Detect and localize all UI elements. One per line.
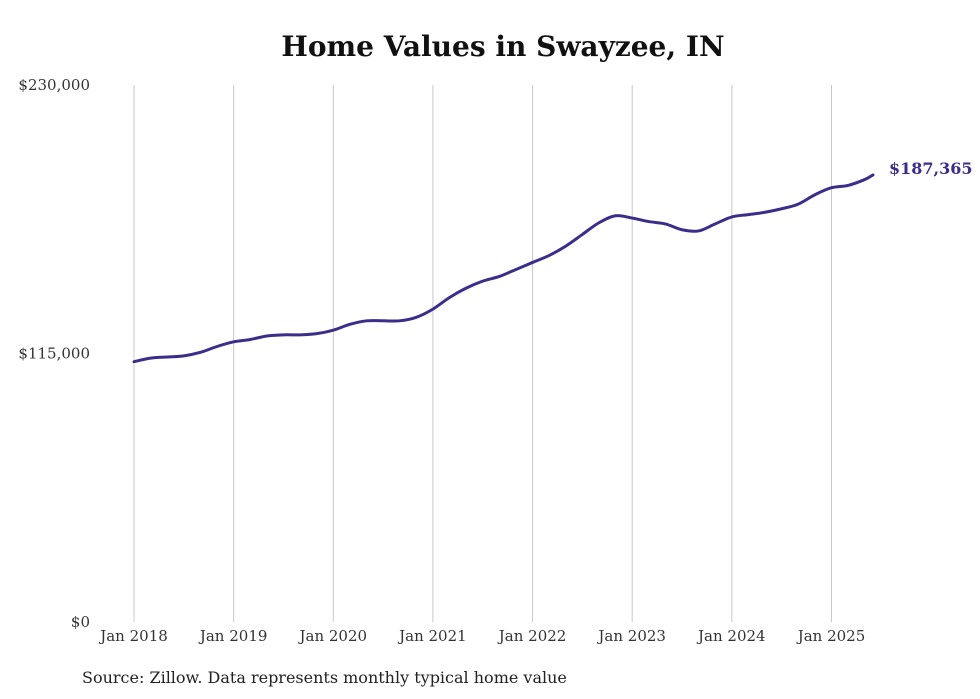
x-tick-label: Jan 2020 — [297, 627, 367, 645]
y-tick-label: $0 — [71, 613, 90, 631]
series-line-0 — [132, 173, 875, 364]
end-value-label: $187,365 — [889, 159, 973, 178]
y-tick-label: $230,000 — [18, 76, 90, 94]
chart-plot: $0$115,000$230,000 Jan 2018 Jan 2019 Jan 2… — [18, 76, 973, 645]
source-note: Source: Zillow. Data represents monthly … — [82, 668, 567, 687]
series-layer — [132, 173, 875, 364]
x-axis-ticks: Jan 2018 Jan 2019 Jan 2020 Jan 2021 Jan 2022… — [98, 627, 865, 645]
y-axis-ticks: $0 $115,000 $230,000 — [18, 76, 90, 631]
chart-title: Home Values in Swayzee, IN — [281, 30, 725, 63]
x-tick-label: Jan 2025 — [796, 627, 866, 645]
x-tick-label: Jan 2019 — [198, 627, 268, 645]
grid-lines — [133, 85, 832, 622]
end-value-layer: $187,365 — [889, 159, 973, 178]
x-tick-label: Jan 2021 — [397, 627, 467, 645]
x-tick-label: Jan 2024 — [696, 627, 766, 645]
x-tick-label: Jan 2022 — [497, 627, 567, 645]
y-tick-label: $115,000 — [18, 345, 90, 363]
x-tick-label: Jan 2023 — [596, 627, 666, 645]
x-tick-label: Jan 2018 — [98, 627, 168, 645]
